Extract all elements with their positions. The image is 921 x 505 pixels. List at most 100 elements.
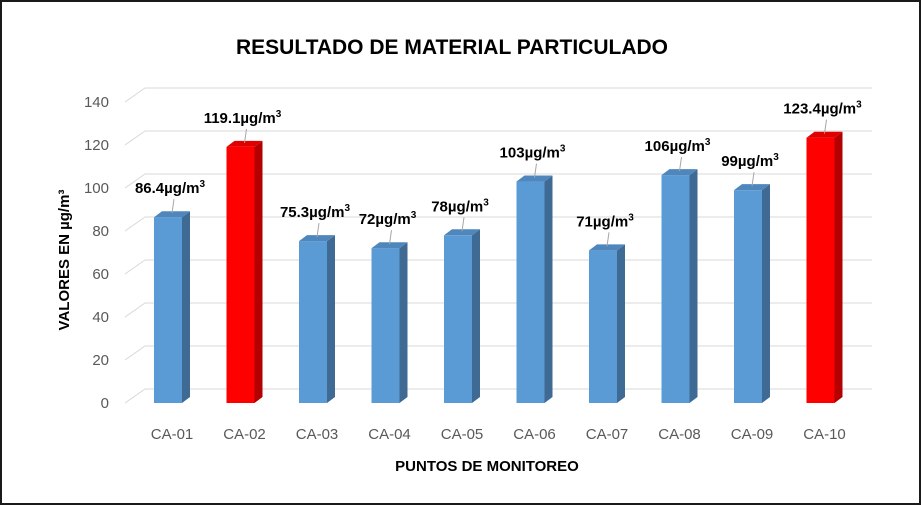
gridline xyxy=(124,302,872,318)
data-label-superscript: 3 xyxy=(344,203,350,214)
data-label-superscript: 3 xyxy=(560,144,566,155)
data-label: 72µg/m3 xyxy=(359,210,417,228)
leader-line xyxy=(606,232,610,247)
bar-front xyxy=(661,175,690,403)
bar-side xyxy=(399,242,408,403)
x-tick-label: CA-01 xyxy=(151,426,194,443)
x-tick-label: CA-04 xyxy=(368,426,411,443)
bar-front xyxy=(371,248,400,403)
bar-front xyxy=(444,235,472,403)
y-tick-label: 80 xyxy=(92,223,109,240)
data-labels: 86.4µg/m3119.1µg/m375.3µg/m372µg/m378µg/… xyxy=(135,100,862,247)
bar-top xyxy=(589,244,625,251)
bar-top xyxy=(734,184,770,191)
data-label-superscript: 3 xyxy=(705,137,711,148)
data-label-value: 99µg/m xyxy=(721,153,773,170)
bar-front xyxy=(516,181,545,403)
leader-line xyxy=(534,163,537,178)
y-tick-label: 40 xyxy=(92,309,109,326)
x-tick-label: CA-07 xyxy=(586,426,629,443)
y-tick-label: 140 xyxy=(84,94,109,111)
data-label-superscript: 3 xyxy=(199,179,205,190)
data-label: 86.4µg/m3 xyxy=(135,179,206,197)
gridline xyxy=(124,388,872,404)
data-label-value: 78µg/m xyxy=(431,198,483,215)
data-label-superscript: 3 xyxy=(856,100,862,111)
bar-top xyxy=(806,131,843,138)
data-label-value: 86.4µg/m xyxy=(135,180,200,197)
x-tick-label: CA-02 xyxy=(223,426,266,443)
data-label-superscript: 3 xyxy=(773,152,779,163)
data-label: 103µg/m3 xyxy=(500,144,566,162)
bar-top xyxy=(444,229,480,236)
data-label-value: 75.3µg/m xyxy=(280,204,345,221)
y-tick-label: 20 xyxy=(92,352,109,369)
gridline xyxy=(124,173,872,189)
x-tick-label: CA-10 xyxy=(803,426,846,443)
chart-title: RESULTADO DE MATERIAL PARTICULADO xyxy=(236,36,668,59)
bar-front xyxy=(226,146,255,403)
data-label: 119.1µg/m3 xyxy=(204,109,282,127)
x-axis-title: PUNTOS DE MONITOREO xyxy=(395,458,579,475)
bar-ca-05 xyxy=(444,229,480,403)
x-axis-ticks: CA-01 CA-02 CA-03 CA-04 CA-05 CA-06 CA-07 CA-08… xyxy=(151,426,846,443)
bar-side xyxy=(762,184,770,403)
data-label-value: 71µg/m xyxy=(576,213,628,230)
bar-front xyxy=(589,250,617,403)
y-axis-ticks: 0 20 40 60 80 100 120 140 xyxy=(84,94,109,412)
gridline xyxy=(124,216,872,232)
data-label-superscript: 3 xyxy=(411,210,417,221)
bar-ca-01 xyxy=(154,211,190,403)
bar-front xyxy=(806,137,835,403)
data-label: 99µg/m3 xyxy=(721,152,779,170)
bar-side xyxy=(327,235,335,403)
gridline xyxy=(124,87,872,103)
leader-line xyxy=(171,199,175,214)
leader-line xyxy=(316,223,320,238)
bar-ca-03 xyxy=(299,235,335,403)
leader-line xyxy=(824,119,827,134)
leader-line xyxy=(461,217,465,232)
leader-line xyxy=(389,230,392,245)
x-tick-label: CA-08 xyxy=(658,426,701,443)
bar-side xyxy=(834,131,843,403)
gridline xyxy=(124,130,872,146)
bar-ca-02 xyxy=(226,140,263,403)
leader-line xyxy=(751,172,755,187)
y-tick-label: 120 xyxy=(84,137,109,154)
y-tick-label: 0 xyxy=(101,395,109,412)
bar-side xyxy=(689,169,698,403)
bar-ca-07 xyxy=(589,244,625,403)
x-tick-label: CA-05 xyxy=(441,426,484,443)
y-tick-label: 60 xyxy=(92,266,109,283)
bar-top xyxy=(371,242,408,249)
data-label-value: 103µg/m xyxy=(500,145,560,162)
bar-front xyxy=(154,217,182,403)
leader-line xyxy=(244,128,247,144)
data-label-superscript: 3 xyxy=(628,212,634,223)
data-label-value: 119.1µg/m xyxy=(204,110,276,127)
bar-ca-09 xyxy=(734,184,770,403)
bar-top xyxy=(154,211,190,218)
data-label: 123.4µg/m3 xyxy=(783,100,862,118)
bar-ca-04 xyxy=(371,242,408,403)
bar-ca-06 xyxy=(516,175,553,403)
bar-side xyxy=(544,175,553,403)
data-label-superscript: 3 xyxy=(483,197,489,208)
bar-side xyxy=(472,229,480,403)
data-label-value: 72µg/m xyxy=(359,211,411,228)
y-axis-title: VALORES EN µg/m³ xyxy=(56,190,73,331)
bar-top xyxy=(516,175,553,182)
data-label-value: 106µg/m xyxy=(645,138,705,155)
data-label: 75.3µg/m3 xyxy=(280,203,351,221)
data-label-superscript: 3 xyxy=(276,109,282,120)
bar-side xyxy=(182,211,190,403)
gridline xyxy=(124,259,872,275)
bar-ca-10 xyxy=(806,131,843,403)
x-tick-label: CA-06 xyxy=(513,426,556,443)
data-label: 106µg/m3 xyxy=(645,137,711,155)
bar-top xyxy=(299,235,335,242)
bar-front xyxy=(299,241,327,403)
bar-side xyxy=(254,140,263,403)
